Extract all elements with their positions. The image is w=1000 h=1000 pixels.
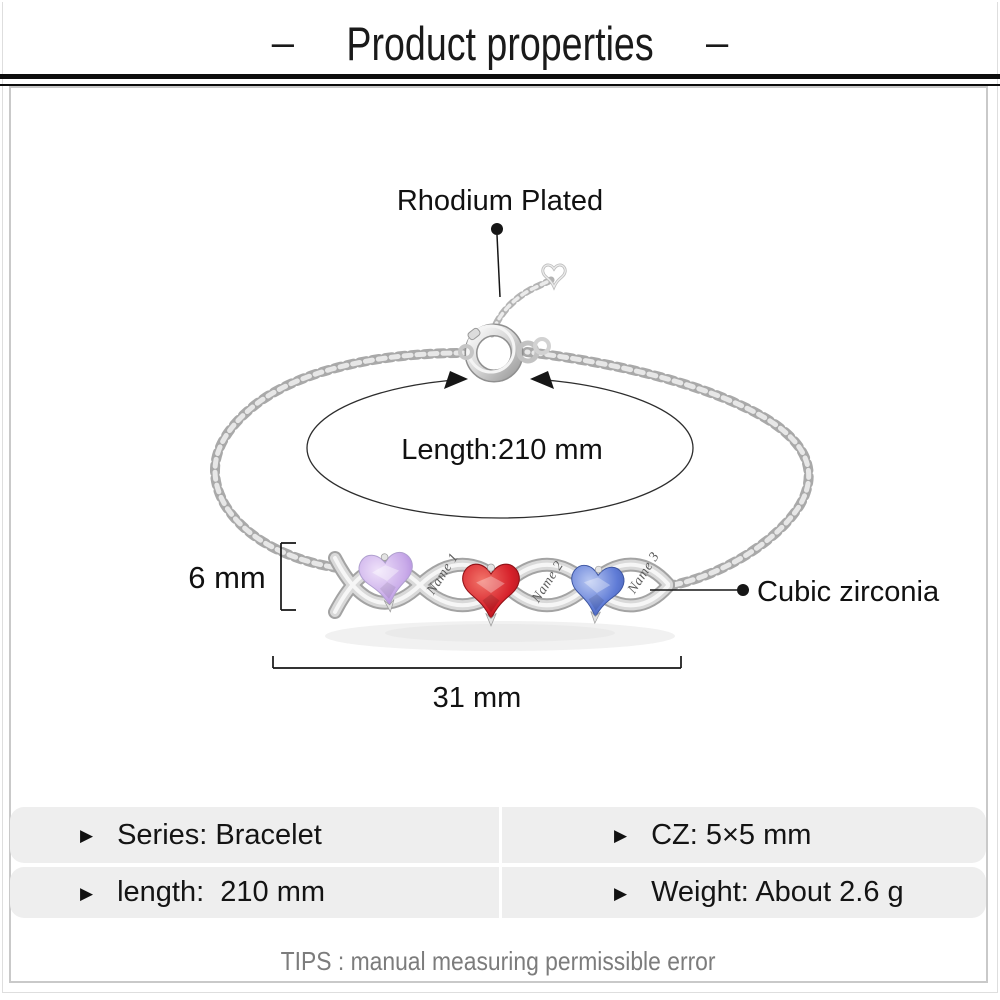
heart-stone-purple: [357, 550, 417, 613]
width-label: 31 mm: [433, 682, 522, 714]
title-dash-left: –: [271, 21, 294, 65]
bracelet-chain: [215, 280, 809, 586]
triangle-bullet-icon: ▶: [614, 883, 628, 903]
stone-leader-dot: [737, 584, 749, 596]
length-label: Length:210 mm: [401, 434, 603, 466]
plating-label: Rhodium Plated: [397, 185, 603, 217]
divider-thick: [0, 74, 1000, 79]
spec-cell-weight: ▶ Weight: About 2.6 g: [502, 867, 986, 918]
divider-thin: [0, 84, 1000, 86]
tips-text: TIPS : manual measuring permissible erro…: [281, 946, 716, 976]
title-dash-right: –: [706, 21, 729, 65]
spec-value-weight: Weight: About 2.6 g: [651, 876, 904, 908]
spec-cell-cz: ▶ CZ: 5×5 mm: [502, 807, 986, 863]
triangle-bullet-icon: ▶: [614, 826, 628, 845]
spec-value-series: Series: Bracelet: [117, 818, 322, 851]
heart-stone-blue: [568, 564, 626, 625]
oval-arrow-right-icon: [530, 371, 554, 389]
triangle-bullet-icon: ▶: [80, 883, 94, 903]
plating-leader-line: [496, 234, 501, 298]
bracelet-illustration: Name 1 Name 2 Name 3 Rhodium Plated Leng…: [188, 185, 940, 714]
triangle-bullet-icon: ▶: [80, 826, 94, 845]
spring-ring-clasp: [458, 323, 551, 383]
oval-arrow-left-icon: [444, 371, 468, 389]
heart-stone-red: [462, 563, 520, 627]
page-title-text: Product properties: [346, 16, 654, 70]
plating-leader-dot: [491, 223, 503, 235]
spec-value-cz: CZ: 5×5 mm: [651, 818, 812, 851]
page-title: – Product properties –: [0, 14, 1000, 72]
height-bracket: [280, 542, 296, 611]
spec-cell-length: ▶ length: 210 mm: [10, 867, 499, 918]
tips-note: TIPS : manual measuring permissible erro…: [9, 946, 988, 977]
spec-cell-series: ▶ Series: Bracelet: [10, 807, 499, 863]
spec-value-length: length: 210 mm: [117, 876, 326, 908]
stone-label: Cubic zirconia: [757, 576, 940, 608]
bracelet-shadow-inner: [385, 624, 615, 642]
height-label: 6 mm: [188, 560, 266, 595]
width-bracket: [272, 656, 682, 669]
